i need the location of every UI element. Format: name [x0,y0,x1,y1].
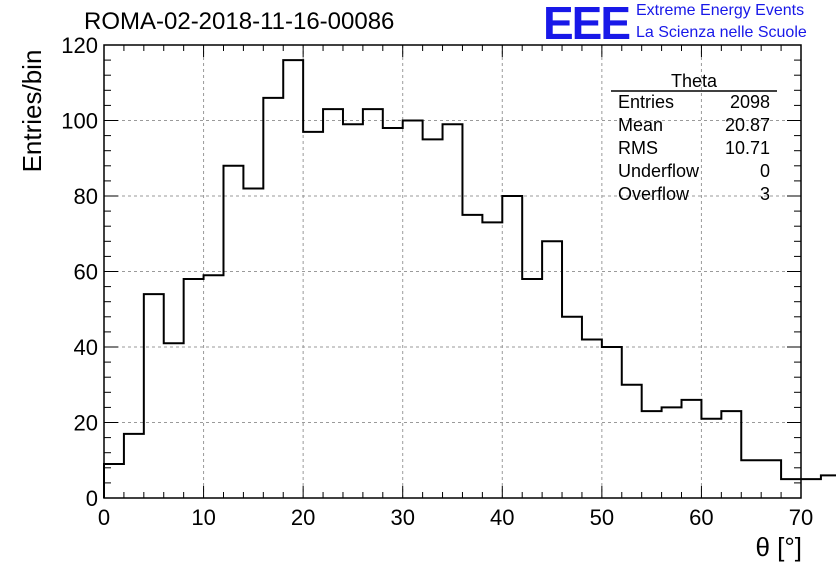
stats-row-mean: Mean 20.87 [618,115,770,137]
x-axis-label: θ [°] [755,532,802,562]
eee-logo: EEE [543,0,631,49]
stats-row-underflow: Underflow 0 [618,161,770,183]
stats-value: 10.71 [724,138,770,158]
x-tick-label: 20 [291,505,315,530]
stats-label: Underflow [618,161,700,181]
y-tick-label: 60 [74,260,98,285]
x-tick-label: 50 [590,505,614,530]
stats-value: 3 [759,184,770,204]
stats-row-rms: RMS 10.71 [618,138,770,160]
stats-label: Overflow [618,184,690,204]
y-tick-label: 0 [86,486,98,511]
stats-row-entries: Entries 2098 [618,92,770,114]
x-tick-label: 0 [98,505,110,530]
stats-label: RMS [618,138,658,158]
histogram-step-line [103,59,836,498]
logo-subtitle-1: Extreme Energy Events [636,2,805,19]
x-tick-label: 10 [191,505,215,530]
x-tick-label: 70 [789,505,813,530]
logo-subtitle-2: La Scienza nelle Scuole [636,24,807,41]
stats-row-overflow: Overflow 3 [618,184,770,206]
x-tick-label: 30 [390,505,414,530]
y-tick-label: 100 [61,109,98,134]
y-tick-label: 120 [61,33,98,58]
stats-label: Mean [618,115,664,135]
x-tick-label: 60 [689,505,713,530]
grid-lines [104,45,801,498]
y-axis-label: Entries/bin [17,49,47,173]
x-tick-label: 40 [490,505,514,530]
stats-value: 2098 [729,92,770,112]
chart-title: ROMA-02-2018-11-16-00086 [84,8,395,35]
stats-value: 20.87 [724,115,770,135]
stats-value: 0 [759,161,770,181]
stats-title: Theta [670,71,718,91]
y-tick-label: 80 [74,184,98,209]
stats-label: Entries [618,92,675,112]
y-tick-label: 40 [74,335,98,360]
y-tick-label: 20 [74,411,98,436]
